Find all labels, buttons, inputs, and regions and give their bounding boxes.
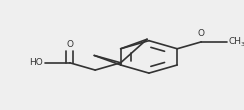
Text: HO: HO (29, 58, 43, 67)
Text: O: O (66, 40, 73, 49)
Text: CH: CH (229, 37, 242, 46)
Text: O: O (198, 29, 205, 38)
Text: 3: 3 (241, 42, 244, 48)
